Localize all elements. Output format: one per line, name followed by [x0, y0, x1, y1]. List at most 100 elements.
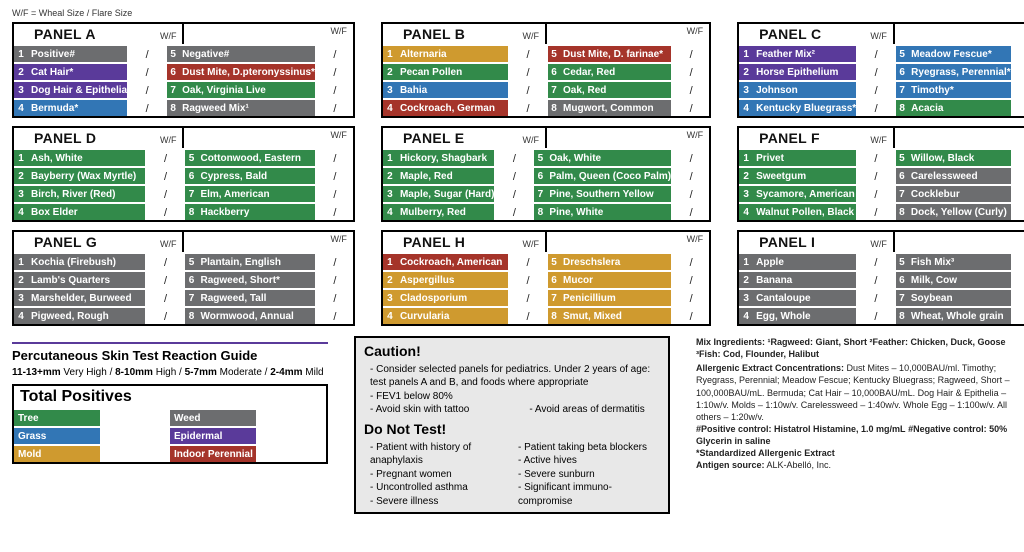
wf-cell[interactable]: /	[315, 150, 353, 166]
wf-cell[interactable]: /	[315, 100, 353, 116]
wf-cell[interactable]: /	[145, 186, 183, 202]
wf-cell[interactable]: /	[508, 254, 546, 270]
wf-cell[interactable]: /	[494, 168, 532, 184]
wf-cell[interactable]: /	[508, 100, 546, 116]
wf-cell[interactable]: /	[1011, 100, 1024, 116]
row-label: Dreschslera	[560, 254, 671, 270]
wf-cell[interactable]: /	[1011, 254, 1024, 270]
wf-cell[interactable]: /	[1011, 308, 1024, 324]
row-label: Fish Mix³	[908, 254, 1011, 270]
wf-cell[interactable]: /	[856, 168, 894, 184]
wf-cell[interactable]: /	[671, 290, 709, 306]
wf-cell[interactable]: /	[145, 308, 183, 324]
wf-cell[interactable]: /	[671, 82, 709, 98]
wf-cell[interactable]: /	[856, 254, 894, 270]
wf-cell[interactable]: /	[856, 100, 894, 116]
reaction-guide: Percutaneous Skin Test Reaction Guide 11…	[12, 348, 328, 378]
wf-cell[interactable]: /	[127, 46, 165, 62]
panel-title: PANEL G	[20, 234, 97, 250]
wf-cell[interactable]: /	[671, 46, 709, 62]
wf-cell[interactable]: /	[1011, 64, 1024, 80]
wf-cell[interactable]: /	[856, 204, 894, 220]
wf-label: W/F	[156, 135, 177, 145]
wf-cell[interactable]: /	[508, 272, 546, 288]
wf-cell[interactable]: /	[508, 308, 546, 324]
wf-cell[interactable]: /	[1011, 204, 1024, 220]
wf-cell[interactable]: /	[315, 272, 353, 288]
wf-cell[interactable]: /	[315, 64, 353, 80]
wf-cell[interactable]: /	[315, 308, 353, 324]
row-label: Pigweed, Rough	[28, 308, 145, 324]
allergen-row: 7Penicillium/	[546, 288, 709, 306]
wf-cell[interactable]: /	[315, 204, 353, 220]
wf-cell[interactable]: /	[1011, 186, 1024, 202]
wf-cell[interactable]: /	[127, 64, 165, 80]
wf-cell[interactable]: /	[671, 308, 709, 324]
wf-cell[interactable]: /	[856, 290, 894, 306]
wf-cell[interactable]: /	[494, 150, 532, 166]
allergen-row: 8Hackberry/	[183, 202, 352, 220]
wf-cell[interactable]: /	[315, 46, 353, 62]
row-label: Negative#	[179, 46, 315, 62]
total-label: Tree	[14, 410, 100, 426]
row-label: Soybean	[908, 290, 1011, 306]
wf-cell[interactable]: /	[145, 254, 183, 270]
wf-cell[interactable]: /	[856, 272, 894, 288]
allergen-row: 6Palm, Queen (Coco Palm)/	[532, 166, 709, 184]
totals-box: Total Positives TreeGrassMoldWeedEpiderm…	[12, 384, 328, 464]
wf-cell[interactable]: /	[671, 272, 709, 288]
wf-cell[interactable]: /	[856, 186, 894, 202]
wf-cell[interactable]: /	[671, 100, 709, 116]
wf-cell[interactable]: /	[145, 168, 183, 184]
wf-cell[interactable]: /	[127, 100, 165, 116]
total-value[interactable]	[100, 410, 170, 426]
wf-cell[interactable]: /	[671, 186, 709, 202]
row-label: Cypress, Bald	[197, 168, 314, 184]
wf-cell[interactable]: /	[1011, 168, 1024, 184]
allergen-row: 4Mulberry, Red/	[383, 202, 532, 220]
wf-cell[interactable]: /	[856, 46, 894, 62]
mix-ingredients: Mix Ingredients: ¹Ragweed: Giant, Short …	[696, 336, 1012, 360]
total-value[interactable]	[256, 446, 326, 462]
wf-cell[interactable]: /	[315, 290, 353, 306]
total-value[interactable]	[256, 428, 326, 444]
wf-cell[interactable]: /	[856, 150, 894, 166]
allergen-row: 4Curvularia/	[383, 306, 546, 324]
wf-cell[interactable]: /	[856, 308, 894, 324]
wf-cell[interactable]: /	[856, 64, 894, 80]
total-value[interactable]	[100, 446, 170, 462]
wf-cell[interactable]: /	[145, 150, 183, 166]
wf-cell[interactable]: /	[1011, 272, 1024, 288]
wf-cell[interactable]: /	[856, 82, 894, 98]
row-num: 6	[546, 64, 560, 80]
row-num: 3	[383, 186, 397, 202]
wf-cell[interactable]: /	[315, 168, 353, 184]
wf-cell[interactable]: /	[671, 254, 709, 270]
wf-cell[interactable]: /	[671, 150, 709, 166]
wf-cell[interactable]: /	[145, 204, 183, 220]
wf-cell[interactable]: /	[671, 168, 709, 184]
wf-cell[interactable]: /	[508, 64, 546, 80]
wf-cell[interactable]: /	[315, 254, 353, 270]
wf-cell[interactable]: /	[315, 186, 353, 202]
wf-cell[interactable]: /	[127, 82, 165, 98]
wf-cell[interactable]: /	[508, 290, 546, 306]
wf-cell[interactable]: /	[1011, 150, 1024, 166]
wf-cell[interactable]: /	[671, 64, 709, 80]
wf-cell[interactable]: /	[145, 272, 183, 288]
total-value[interactable]	[256, 410, 326, 426]
allergen-row: 5Fish Mix³/	[894, 252, 1024, 270]
wf-cell[interactable]: /	[508, 82, 546, 98]
wf-cell[interactable]: /	[671, 204, 709, 220]
wf-cell[interactable]: /	[1011, 82, 1024, 98]
total-value[interactable]	[100, 428, 170, 444]
row-num: 1	[739, 46, 753, 62]
wf-cell[interactable]: /	[315, 82, 353, 98]
wf-cell[interactable]: /	[494, 204, 532, 220]
wf-cell[interactable]: /	[1011, 290, 1024, 306]
panel: PANEL AW/FW/F1Positive#/2Cat Hair*/3Dog …	[12, 22, 355, 118]
wf-cell[interactable]: /	[145, 290, 183, 306]
wf-cell[interactable]: /	[494, 186, 532, 202]
wf-cell[interactable]: /	[508, 46, 546, 62]
wf-cell[interactable]: /	[1011, 46, 1024, 62]
